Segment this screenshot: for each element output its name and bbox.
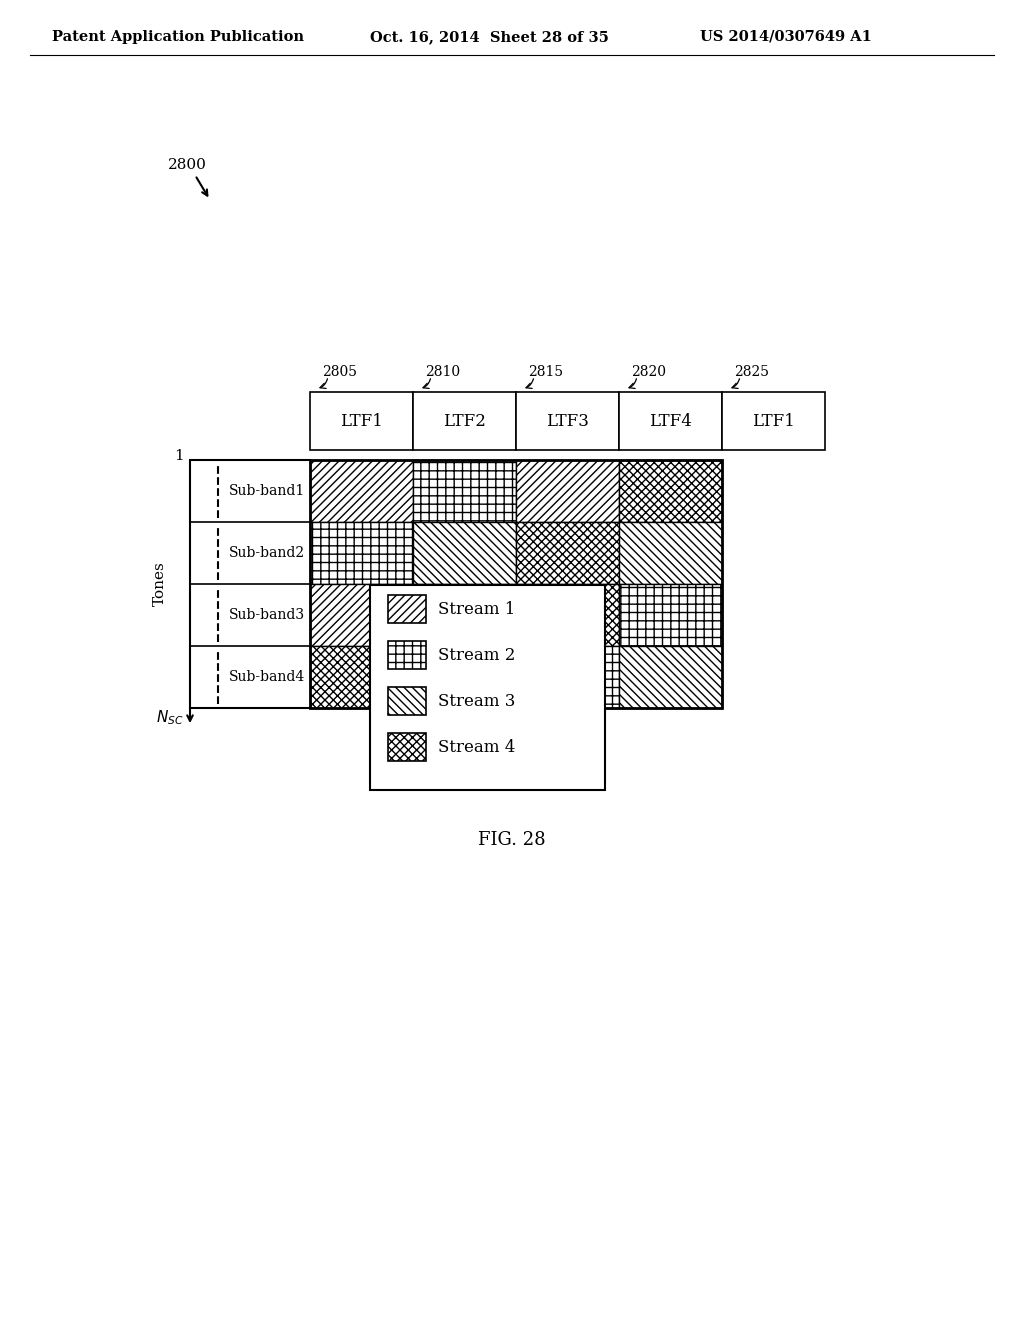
Text: US 2014/0307649 A1: US 2014/0307649 A1	[700, 30, 871, 44]
Text: LTF1: LTF1	[752, 412, 795, 429]
Bar	[413, 392, 516, 450]
Text: Stream 1: Stream 1	[438, 601, 515, 618]
Bar	[516, 645, 618, 708]
Text: 2800: 2800	[168, 158, 207, 172]
Bar	[413, 645, 516, 708]
Text: Stream 4: Stream 4	[438, 738, 515, 755]
Bar	[618, 392, 722, 450]
Text: LTF2: LTF2	[443, 412, 486, 429]
Bar	[516, 583, 618, 645]
Bar	[618, 521, 722, 583]
Text: Sub-band2: Sub-band2	[229, 546, 305, 560]
Text: $N_{SC}$: $N_{SC}$	[157, 709, 184, 727]
Bar	[516, 521, 618, 583]
Text: Sub-band1: Sub-band1	[228, 484, 305, 498]
Bar	[388, 686, 426, 715]
Text: 2815: 2815	[528, 366, 563, 379]
Text: LTF4: LTF4	[649, 412, 692, 429]
Bar	[618, 583, 722, 645]
Bar	[370, 585, 605, 789]
Bar	[618, 459, 722, 521]
Bar	[722, 392, 825, 450]
Text: 2820: 2820	[631, 366, 666, 379]
Text: LTF3: LTF3	[546, 412, 589, 429]
Text: Stream 2: Stream 2	[438, 647, 515, 664]
Bar	[413, 583, 516, 645]
Bar	[413, 521, 516, 583]
Text: Stream 3: Stream 3	[438, 693, 515, 710]
Bar	[516, 392, 618, 450]
Bar	[618, 645, 722, 708]
Bar	[310, 459, 722, 708]
Text: Sub-band4: Sub-band4	[228, 671, 305, 684]
Text: Tones: Tones	[153, 561, 167, 606]
Text: Oct. 16, 2014  Sheet 28 of 35: Oct. 16, 2014 Sheet 28 of 35	[370, 30, 609, 44]
Bar	[310, 583, 413, 645]
Bar	[413, 459, 516, 521]
Text: 2810: 2810	[425, 366, 460, 379]
Text: 2805: 2805	[322, 366, 357, 379]
Bar	[388, 595, 426, 623]
Text: LTF1: LTF1	[340, 412, 383, 429]
Bar	[516, 459, 618, 521]
Bar	[310, 521, 413, 583]
Text: FIG. 28: FIG. 28	[478, 832, 546, 849]
Text: 1: 1	[174, 449, 184, 463]
Bar	[388, 642, 426, 669]
Bar	[388, 733, 426, 762]
Bar	[310, 392, 413, 450]
Text: Sub-band3: Sub-band3	[229, 609, 305, 622]
Bar	[310, 459, 413, 521]
Text: 2825: 2825	[734, 366, 769, 379]
Text: Patent Application Publication: Patent Application Publication	[52, 30, 304, 44]
Bar	[310, 645, 413, 708]
